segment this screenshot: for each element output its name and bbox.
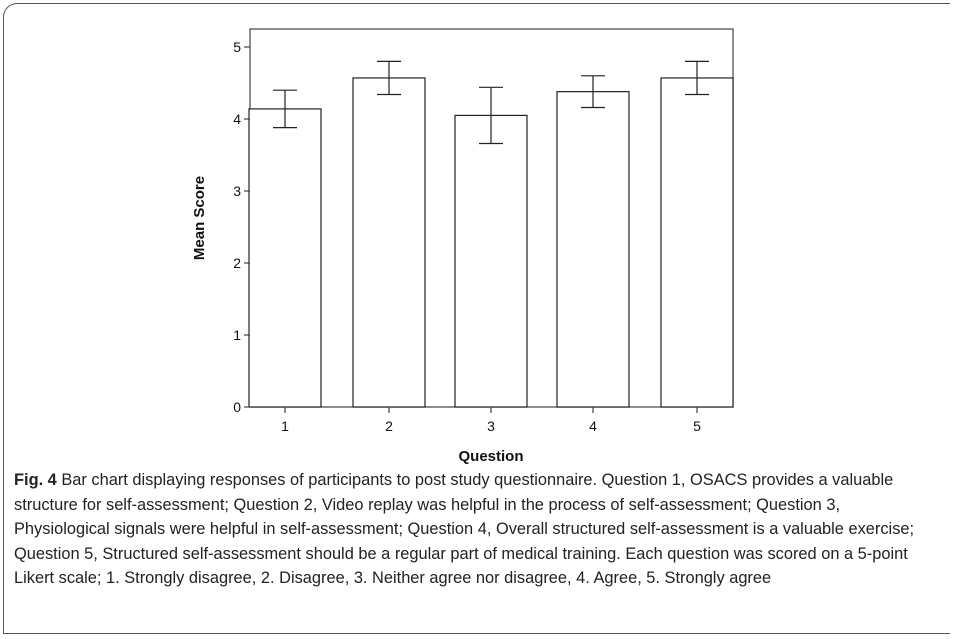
y-tick-label: 3 — [233, 183, 241, 199]
x-tick-label: 3 — [487, 418, 495, 434]
figure-caption: Fig. 4 Bar chart displaying responses of… — [14, 468, 939, 591]
caption-text: Bar chart displaying responses of partic… — [14, 471, 915, 587]
error-bar-question-4 — [581, 75, 605, 109]
x-axis-label: Question — [458, 448, 523, 465]
bar-question-1 — [248, 108, 322, 408]
y-tick-label: 0 — [233, 399, 241, 415]
y-axis-label: Mean Score — [191, 176, 208, 260]
caption-label: Fig. 4 — [14, 471, 57, 489]
y-tick-label: 2 — [233, 255, 241, 271]
y-tick-label: 5 — [233, 39, 241, 55]
bar-question-4 — [556, 91, 630, 408]
x-tick-label: 5 — [693, 418, 701, 434]
error-bar-question-2 — [377, 60, 401, 96]
bar-chart: 0 1 2 3 4 5 1 2 3 4 5 Mean Score Question — [191, 28, 734, 465]
error-bar-question-1 — [273, 89, 297, 129]
figure-frame — [3, 3, 950, 634]
error-bar-question-3 — [479, 86, 503, 145]
bar-question-3 — [454, 114, 528, 408]
x-tick-label: 1 — [281, 418, 289, 434]
x-tick-label: 4 — [589, 418, 597, 434]
bar-question-5 — [660, 77, 734, 408]
x-tick-label: 2 — [385, 418, 393, 434]
y-tick-label: 4 — [233, 111, 241, 127]
y-tick-label: 1 — [233, 327, 241, 343]
bar-question-2 — [352, 77, 426, 408]
error-bar-question-5 — [685, 60, 709, 96]
